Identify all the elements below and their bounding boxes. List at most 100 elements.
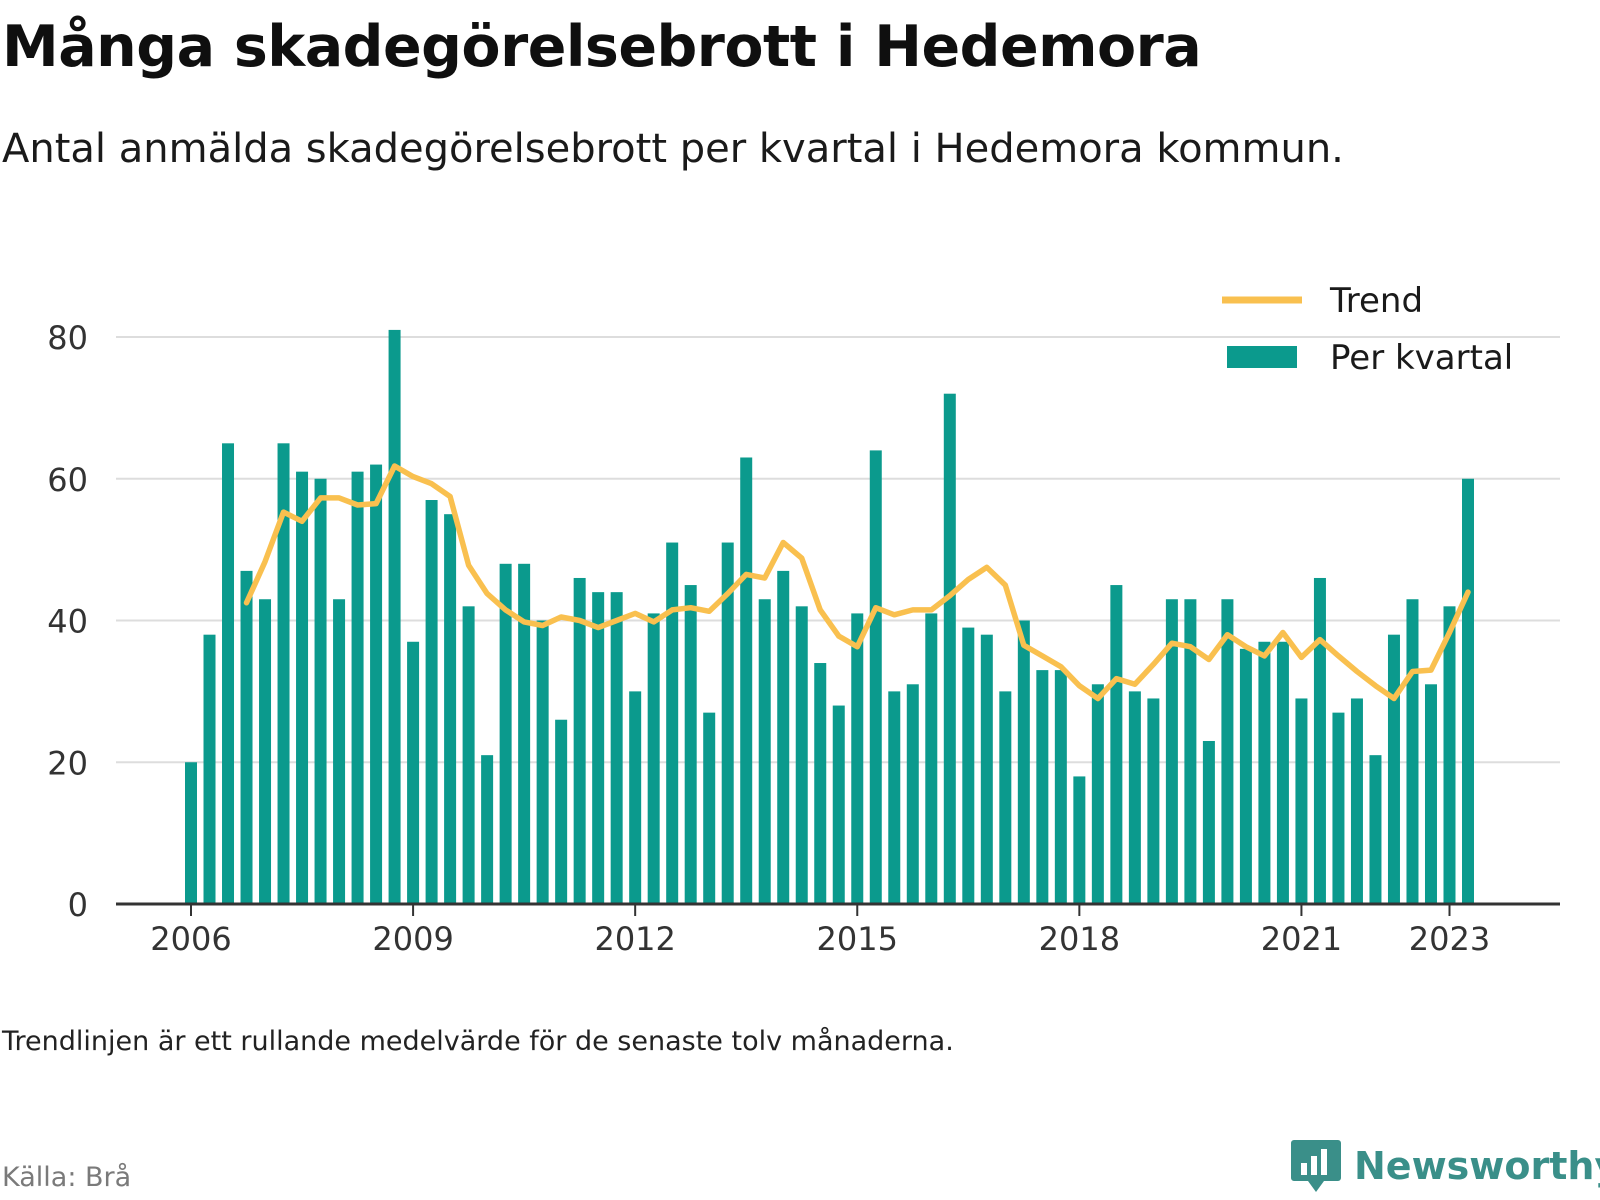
bar (777, 570, 790, 904)
bar (481, 755, 494, 904)
bar (462, 606, 475, 904)
x-tick-label: 2009 (372, 920, 453, 958)
bars-per-kvartal (185, 329, 1474, 905)
bar (1017, 620, 1030, 904)
bar (333, 599, 346, 904)
bar (518, 563, 531, 904)
legend-bar-label: Per kvartal (1330, 338, 1513, 378)
y-tick-label: 0 (68, 886, 88, 924)
bar (906, 684, 919, 904)
bar (407, 641, 420, 904)
bar (1110, 585, 1123, 904)
bar (1462, 478, 1474, 904)
bar (388, 329, 401, 905)
legend-bar-swatch (1227, 346, 1297, 368)
bar (795, 606, 808, 904)
bar (629, 691, 642, 904)
legend-mask (1205, 328, 1555, 336)
brand-name: Newsworthy (1354, 1144, 1600, 1188)
bar (1443, 606, 1456, 904)
bar-line-chart: 0 20 40 60 80 2006 2009 2012 2015 2018 2021 2023 T… (47, 281, 1560, 958)
bar (610, 592, 623, 904)
bar (962, 627, 975, 904)
bar (314, 478, 327, 904)
bar (832, 705, 845, 904)
bar (721, 542, 734, 904)
bar (943, 393, 956, 904)
bar (259, 599, 272, 904)
bar (203, 634, 216, 904)
x-tick-label: 2018 (1039, 920, 1120, 958)
bar (980, 634, 993, 904)
x-tick-label: 2015 (817, 920, 898, 958)
bar (277, 443, 290, 904)
bar (592, 592, 605, 904)
bar (684, 585, 697, 904)
chart-title: Många skadegörelsebrott i Hedemora (2, 14, 1202, 80)
bar (1221, 599, 1234, 904)
source-label: Källa: Brå (2, 1162, 132, 1193)
bar (351, 471, 364, 904)
bar (814, 663, 827, 904)
y-tick-label: 40 (47, 603, 88, 641)
bar (1332, 712, 1345, 904)
bar (1128, 691, 1141, 904)
x-tick-label: 2023 (1409, 920, 1490, 958)
y-tick-label: 60 (47, 461, 88, 499)
bar (888, 691, 901, 904)
bar (999, 691, 1012, 904)
bar (1091, 684, 1104, 904)
trend-note: Trendlinjen är ett rullande medelvärde f… (2, 1026, 954, 1057)
bar (240, 570, 253, 904)
y-tick-label: 20 (47, 744, 88, 782)
bar (573, 577, 586, 904)
trend-line (243, 463, 1471, 702)
bar (1036, 670, 1049, 904)
bar (425, 500, 438, 904)
bar (1424, 684, 1437, 904)
x-tick-label: 2012 (594, 920, 675, 958)
bar (1313, 577, 1326, 904)
bar (703, 712, 716, 904)
newsworthy-logo-icon (1291, 1140, 1341, 1192)
bar (1202, 740, 1215, 904)
bar (740, 457, 753, 904)
chart-subtitle: Antal anmälda skadegörelsebrott per kvar… (2, 126, 1344, 172)
bar (370, 464, 383, 904)
bar (296, 471, 309, 904)
bar (851, 613, 864, 904)
bar (499, 563, 512, 904)
bar (869, 450, 882, 904)
bar (1387, 634, 1400, 904)
bar (647, 613, 660, 904)
bar (185, 762, 197, 904)
bar (222, 443, 235, 904)
legend-trend-label: Trend (1329, 281, 1423, 321)
bar (666, 542, 679, 904)
x-tick-label: 2006 (150, 920, 231, 958)
x-axis-ticks: 2006 2009 2012 2015 2018 2021 2023 (150, 904, 1490, 958)
bar (1258, 641, 1271, 904)
bar (536, 620, 549, 904)
x-tick-label: 2021 (1261, 920, 1342, 958)
bar (925, 613, 938, 904)
bar (1147, 698, 1160, 904)
bar (1184, 599, 1197, 904)
bar (1239, 648, 1252, 904)
legend: Trend Per kvartal (1205, 281, 1555, 378)
bar (1295, 698, 1308, 904)
bar (1054, 670, 1067, 904)
bar (1369, 755, 1382, 904)
bar (1073, 776, 1086, 904)
newsworthy-brand: Newsworthy (1290, 1138, 1600, 1194)
bar (1165, 599, 1178, 904)
y-axis-tick-labels: 0 20 40 60 80 (47, 319, 88, 924)
bar (1276, 641, 1289, 904)
gridlines (116, 336, 1560, 764)
bar (555, 719, 568, 904)
bar (1406, 599, 1419, 904)
bar (1350, 698, 1363, 904)
bar (444, 514, 457, 904)
y-tick-label: 80 (47, 319, 88, 357)
bar (758, 599, 771, 904)
